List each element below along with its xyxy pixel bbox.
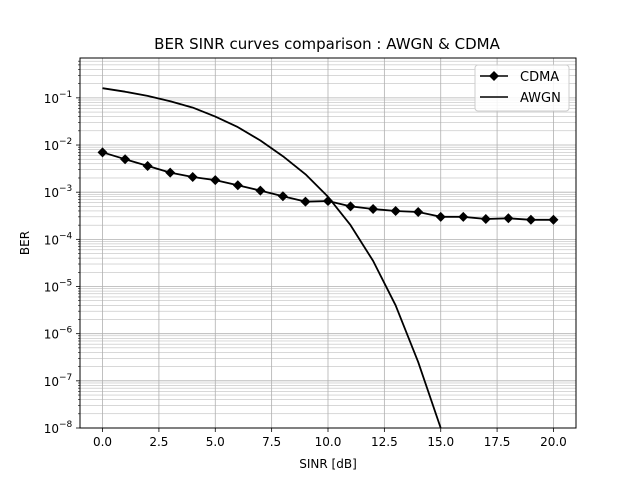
legend-cdma-marker (489, 71, 499, 81)
series-layer (97, 87, 559, 429)
cdma-point (345, 201, 356, 212)
x-tick-label: 12.5 (371, 435, 398, 449)
cdma-point (300, 196, 311, 207)
cdma-point (232, 180, 243, 191)
cdma-point (165, 167, 176, 178)
cdma-point (548, 214, 559, 225)
x-tick-label: 2.5 (149, 435, 168, 449)
y-axis-label: BER (18, 231, 32, 255)
y-tick-label: 10−2 (44, 137, 73, 153)
y-tick-label: 10−4 (44, 231, 73, 247)
x-tick-label: 20.0 (540, 435, 567, 449)
chart-title: BER SINR curves comparison : AWGN & CDMA (154, 35, 500, 53)
cdma-point (458, 211, 469, 222)
legend-awgn-label: AWGN (520, 91, 561, 106)
y-tick-label: 10−1 (44, 90, 73, 106)
cdma-point (503, 213, 514, 224)
cdma-point (97, 147, 108, 158)
cdma-point (277, 191, 288, 202)
y-tick-label: 10−5 (44, 279, 73, 295)
legend-cdma-label: CDMA (520, 70, 559, 85)
cdma-point (142, 160, 153, 171)
grid (80, 58, 576, 429)
cdma-point (525, 214, 536, 225)
y-tick-label: 10−7 (44, 373, 73, 389)
ticks: 0.0 2.5 5.0 7.5 10.0 12.5 15.0 17.5 20.0 10−8 10−7… (44, 60, 567, 449)
x-tick-label: 5.0 (206, 435, 225, 449)
x-tick-label: 15.0 (427, 435, 454, 449)
cdma-point (435, 211, 446, 222)
cdma-point (210, 175, 221, 186)
x-axis-label: SINR [dB] (299, 457, 357, 471)
cdma-point (255, 185, 266, 196)
x-tick-label: 0.0 (93, 435, 112, 449)
x-tick-label: 10.0 (315, 435, 342, 449)
cdma-point (120, 154, 131, 165)
cdma-point (187, 171, 198, 182)
cdma-point (413, 207, 424, 218)
y-tick-label: 10−8 (44, 420, 73, 436)
awgn-line (102, 87, 442, 429)
x-tick-label: 17.5 (484, 435, 511, 449)
y-tick-label: 10−6 (44, 326, 73, 342)
x-tick-label: 7.5 (262, 435, 281, 449)
cdma-point (390, 205, 401, 216)
legend: CDMA AWGN (474, 64, 570, 112)
y-tick-label: 10−3 (44, 184, 73, 200)
cdma-point (368, 203, 379, 214)
cdma-point (480, 214, 491, 225)
